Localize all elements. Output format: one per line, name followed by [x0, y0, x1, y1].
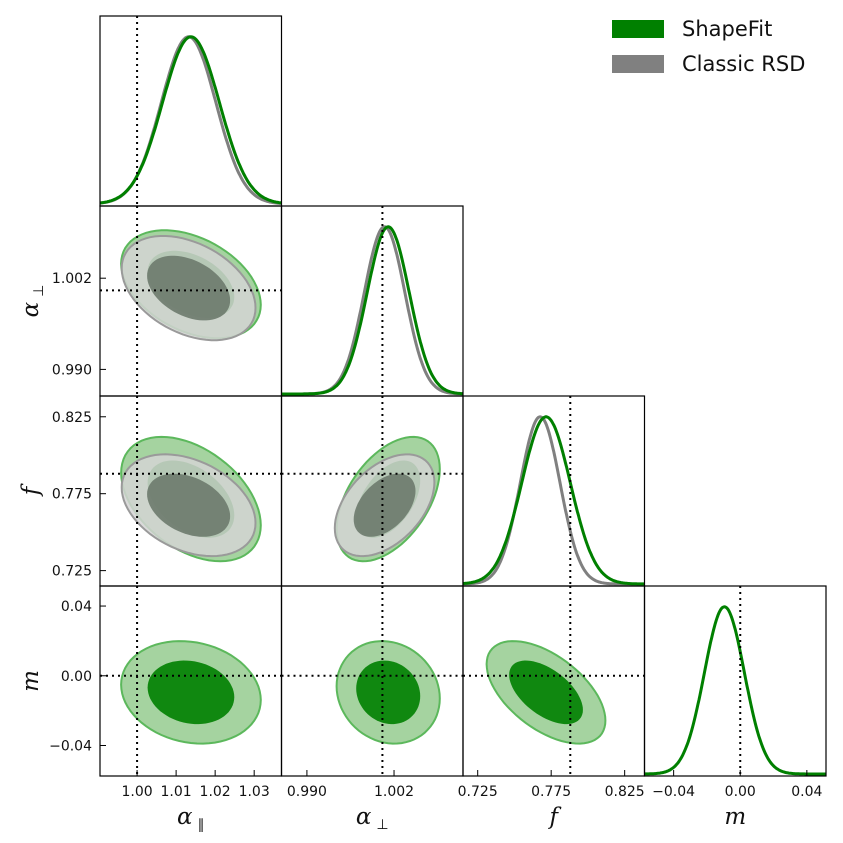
x-tick-label-m: 0.00: [725, 784, 756, 800]
x-tick-label-m: −0.04: [652, 784, 695, 800]
pdf-m-shapefit: [644, 605, 826, 776]
y-tick-label-f: 0.825: [52, 410, 92, 426]
panel-aperp-m: [280, 585, 464, 777]
x-tick-label-f: 0.775: [531, 784, 571, 800]
x-tick-label-apar: 1.00: [121, 784, 152, 800]
x-axis-label-f: f: [547, 804, 561, 830]
legend: ShapeFit Classic RSD: [612, 14, 837, 84]
y-tick-label-m: 0.04: [61, 599, 92, 615]
legend-label-classic-rsd: Classic RSD: [682, 52, 806, 76]
x-tick-label-apar: 1.01: [161, 784, 192, 800]
x-axis-label-m: m: [724, 804, 746, 830]
legend-label-shapefit: ShapeFit: [682, 17, 773, 41]
y-tick-label-m: 0.00: [61, 669, 92, 685]
contour-68-classic-rsd: [147, 473, 231, 537]
x-tick-label-apar: 1.03: [239, 784, 270, 800]
x-axis-label-apar: α ∥: [177, 804, 205, 833]
x-axis-label-sub-apar: ∥: [198, 817, 205, 833]
y-tick-label-f: 0.775: [52, 487, 92, 503]
contour-68-shapefit: [147, 660, 235, 725]
panel-frame: [99, 15, 283, 207]
panel-aperp-1d: [280, 205, 464, 397]
panel-frame: [280, 205, 464, 397]
legend-swatch-shapefit: [612, 20, 664, 38]
y-axis-label-m: m: [18, 670, 44, 692]
y-axis-label-aperp: α⊥: [18, 285, 47, 318]
pdf-apar-shapefit: [100, 35, 282, 205]
legend-item-classic-rsd: Classic RSD: [612, 49, 837, 79]
panel-m-1d: [643, 585, 827, 777]
y-tick-label-m: −0.04: [49, 738, 92, 754]
y-axis-label-sub-aperp: ⊥: [31, 285, 47, 297]
contour-68-shapefit: [509, 660, 583, 725]
y-tick-label-aperp: 0.990: [52, 362, 92, 378]
panel-frame: [462, 395, 646, 587]
pdf-aperp-shapefit: [281, 225, 463, 396]
x-tick-label-f: 0.725: [458, 784, 498, 800]
x-tick-label-m: 0.04: [791, 784, 822, 800]
x-tick-label-f: 0.825: [605, 784, 645, 800]
x-axis-label-sub-aperp: ⊥: [376, 817, 388, 833]
pdf-aperp-classic-rsd: [281, 225, 463, 396]
contour-68-classic-rsd: [353, 473, 416, 537]
pdf-f-classic-rsd: [463, 415, 645, 586]
panel-aperp-f: [280, 395, 464, 587]
y-tick-label-f: 0.725: [52, 564, 92, 580]
pdf-apar-classic-rsd: [100, 35, 282, 205]
pdf-f-shapefit: [463, 415, 645, 586]
x-tick-label-apar: 1.02: [200, 784, 231, 800]
y-axis-label-f: f: [18, 483, 44, 497]
panel-apar-aperp: [99, 205, 283, 397]
legend-swatch-classic-rsd: [612, 55, 664, 73]
x-axis-label-aperp: α ⊥: [356, 804, 389, 833]
panel-apar-1d: [99, 15, 283, 207]
panel-apar-f: [99, 395, 283, 587]
y-tick-label-aperp: 1.002: [52, 271, 92, 287]
legend-item-shapefit: ShapeFit: [612, 14, 837, 44]
panel-f-1d: [462, 395, 646, 587]
panel-frame: [643, 585, 827, 777]
x-tick-label-aperp: 0.990: [287, 784, 327, 800]
panel-f-m: [462, 585, 646, 777]
panel-apar-m: [99, 585, 283, 777]
x-tick-label-aperp: 1.002: [374, 784, 414, 800]
contour-68-classic-rsd: [147, 255, 231, 321]
